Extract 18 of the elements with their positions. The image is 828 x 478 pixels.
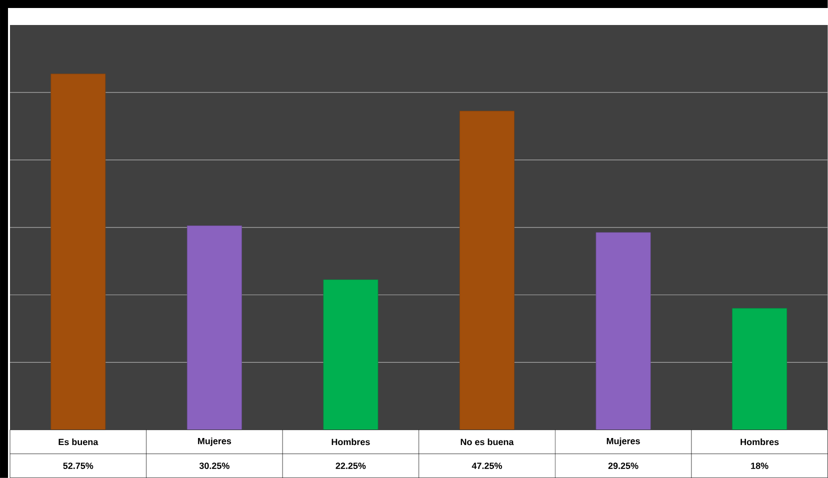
x-tick-label: Mujeres [606,438,640,446]
x-tick-label: Es buena [58,438,98,446]
bar [596,232,651,430]
bar [460,110,514,430]
bar [323,280,378,430]
x-tick-label: Hombres [740,438,779,446]
bar [186,226,242,430]
data-label: 30.25% [199,462,230,470]
x-tick-label: Hombres [332,438,370,446]
data-label: 47.25% [472,462,502,470]
x-tick-label: No es buena [460,438,514,446]
data-label: 18% [751,462,768,470]
bar [50,74,106,430]
x-tick-label: Mujeres [198,438,232,446]
data-label: 29.25% [608,462,638,470]
data-label: 22.25% [336,462,366,470]
data-label: 52.75% [63,462,94,470]
bar [732,308,788,430]
